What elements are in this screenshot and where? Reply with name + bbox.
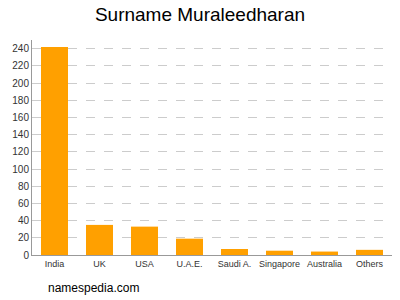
svg-text:Surname Muraleedharan: Surname Muraleedharan bbox=[95, 4, 305, 25]
svg-text:60: 60 bbox=[18, 198, 30, 209]
svg-text:100: 100 bbox=[12, 164, 29, 175]
svg-text:40: 40 bbox=[18, 215, 30, 226]
svg-text:Australia: Australia bbox=[307, 259, 342, 269]
svg-text:240: 240 bbox=[12, 43, 29, 54]
svg-text:120: 120 bbox=[12, 146, 29, 157]
svg-text:Saudi A.: Saudi A. bbox=[218, 259, 252, 269]
svg-text:Singapore: Singapore bbox=[259, 259, 300, 269]
svg-text:220: 220 bbox=[12, 60, 29, 71]
svg-text:200: 200 bbox=[12, 78, 29, 89]
svg-text:Others: Others bbox=[356, 259, 384, 269]
svg-text:160: 160 bbox=[12, 112, 29, 123]
svg-text:20: 20 bbox=[18, 232, 30, 243]
svg-text:USA: USA bbox=[135, 259, 154, 269]
svg-text:80: 80 bbox=[18, 181, 30, 192]
svg-text:180: 180 bbox=[12, 95, 29, 106]
svg-text:India: India bbox=[45, 259, 65, 269]
svg-text:namespedia.com: namespedia.com bbox=[48, 281, 139, 295]
svg-text:0: 0 bbox=[23, 250, 29, 261]
svg-text:U.A.E.: U.A.E. bbox=[176, 259, 202, 269]
svg-text:UK: UK bbox=[93, 259, 106, 269]
svg-text:140: 140 bbox=[12, 129, 29, 140]
